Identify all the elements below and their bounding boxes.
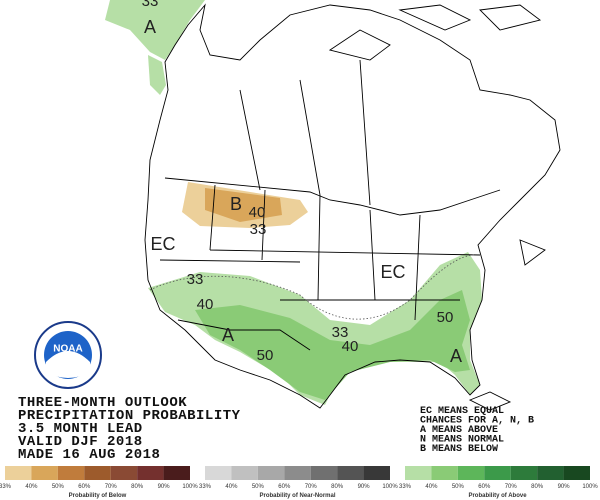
south-above-region — [148, 252, 482, 405]
northwest-above-region — [148, 55, 166, 95]
map-label: 40 — [342, 338, 359, 355]
title-line: THREE-MONTH OUTLOOK — [18, 395, 187, 411]
legend-tick: 40% — [225, 484, 238, 490]
map-label: 50 — [257, 347, 274, 364]
title-line: VALID DJF 2018 — [18, 434, 143, 450]
legend-tick: 70% — [305, 484, 318, 490]
title-line: MADE 16 AUG 2018 — [18, 447, 160, 463]
legend-swatch — [5, 466, 32, 480]
map-label: EC — [150, 234, 175, 254]
map-label: 40 — [197, 296, 214, 313]
map-label: 33 — [187, 271, 204, 288]
note-line: N MEANS NORMAL — [420, 435, 504, 446]
legend-swatch — [510, 466, 538, 480]
legend-tick: 90% — [558, 484, 571, 490]
map-label: B — [230, 194, 242, 214]
legend-swatch — [431, 466, 458, 480]
legend-caption: Probability of Near-Normal — [259, 493, 335, 499]
legend-tick: 40% — [25, 484, 38, 490]
legend-swatch — [310, 466, 338, 480]
legend-swatch — [457, 466, 485, 480]
map-label: 33 — [142, 0, 159, 10]
legend-tick: 100% — [382, 484, 398, 490]
legend-tick: 33% — [199, 484, 212, 490]
state-lines — [159, 59, 481, 321]
note-line: B MEANS BELOW — [420, 444, 498, 455]
legend-swatch — [31, 466, 58, 480]
legend-tick: 80% — [131, 484, 144, 490]
legend-caption: Probability of Below — [69, 493, 127, 499]
note-line: CHANCES FOR A, N, B — [420, 416, 534, 427]
map-label: A — [450, 346, 462, 366]
legend-swatch — [563, 466, 590, 480]
legend-swatch — [484, 466, 511, 480]
legend-tick: 100% — [582, 484, 598, 490]
legend-tick: 50% — [252, 484, 265, 490]
legend-tick: 70% — [105, 484, 118, 490]
map-label: 40 — [249, 204, 266, 221]
logo-bird — [46, 351, 90, 378]
legend-tick: 50% — [452, 484, 465, 490]
legend-swatch — [205, 466, 232, 480]
legend-swatch — [110, 466, 138, 480]
legend-swatch — [231, 466, 258, 480]
note-line: EC MEANS EQUAL — [420, 406, 504, 417]
alaska-above-region — [105, 0, 205, 60]
legend-tick: 33% — [399, 484, 412, 490]
legend-tick: 70% — [505, 484, 518, 490]
title-line: PRECIPITATION PROBABILITY — [18, 408, 241, 424]
legend-tick: 40% — [425, 484, 438, 490]
canada-us-border — [164, 177, 501, 216]
arctic-islands — [328, 4, 546, 411]
legend-swatch — [84, 466, 111, 480]
map-label: A — [144, 17, 156, 37]
legend-swatch — [163, 466, 190, 480]
contour-dotted — [149, 254, 476, 320]
title-line: 3.5 MONTH LEAD — [18, 421, 143, 437]
legend-swatch — [405, 466, 432, 480]
map-label: EC — [380, 262, 405, 282]
map-label: 33 — [332, 324, 349, 341]
continent-outline — [144, 3, 561, 409]
plains-below-core — [205, 188, 282, 222]
legend-swatch — [537, 466, 564, 480]
legend-tick: 90% — [158, 484, 171, 490]
us-mexico-border — [177, 319, 311, 351]
legend-swatch — [363, 466, 390, 480]
legend-tick: 80% — [331, 484, 344, 490]
legend-caption: Probability of Above — [468, 493, 527, 499]
note-line: A MEANS ABOVE — [420, 425, 498, 436]
legend-tick: 90% — [358, 484, 371, 490]
map-label: A — [222, 325, 234, 345]
legend-tick: 60% — [478, 484, 491, 490]
legend-tick: 60% — [278, 484, 291, 490]
legend-tick: 33% — [0, 484, 12, 490]
legend-tick: 60% — [78, 484, 91, 490]
legend-swatch — [284, 466, 311, 480]
legend-swatch — [257, 466, 285, 480]
legend-tick: 50% — [52, 484, 65, 490]
legend-swatch — [137, 466, 164, 480]
map-label: 33 — [250, 221, 267, 238]
legend-swatch — [337, 466, 364, 480]
logo-text: NOAA — [53, 344, 82, 355]
legend-tick: 80% — [531, 484, 544, 490]
legend-tick: 100% — [182, 484, 198, 490]
map-label: 50 — [437, 309, 454, 326]
legend-swatch — [57, 466, 85, 480]
south-above-core — [195, 290, 470, 400]
noaa-logo: NOAA — [34, 321, 102, 389]
